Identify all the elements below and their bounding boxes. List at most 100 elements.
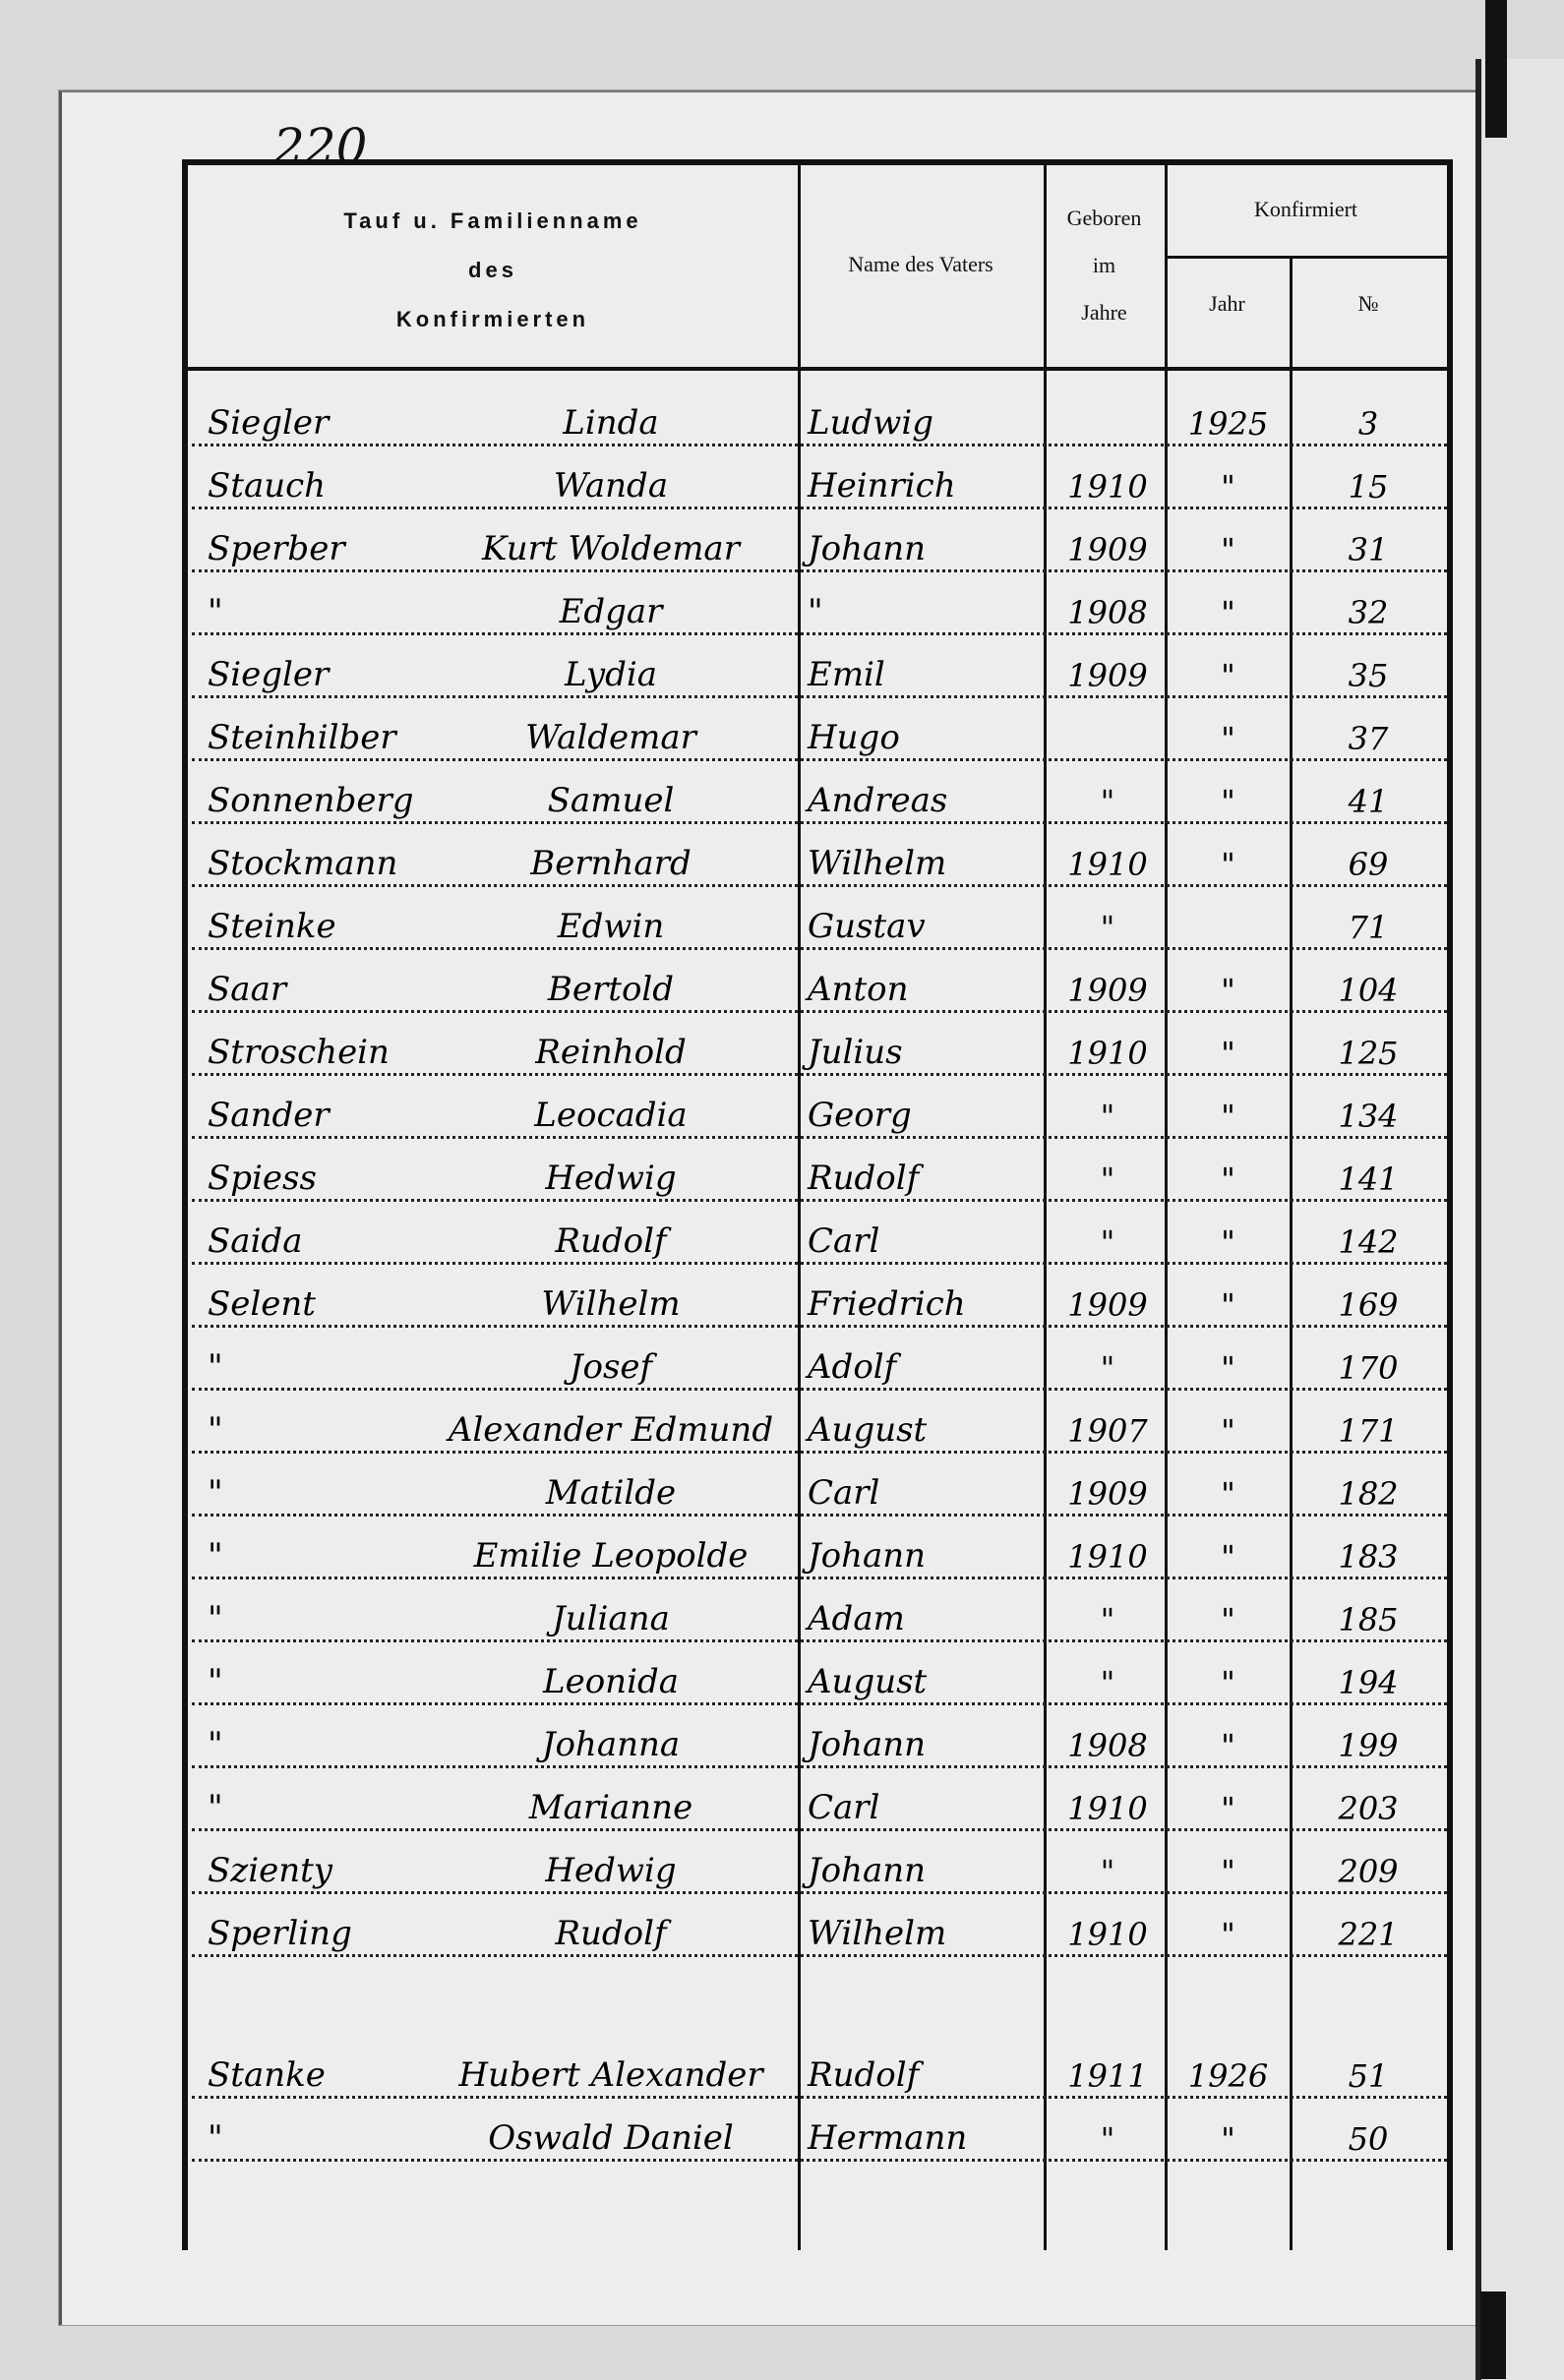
cell-born: 1909 xyxy=(1067,1286,1148,1324)
cell-conf-year: " xyxy=(1221,2120,1235,2158)
dotted-rule xyxy=(192,1954,1447,1957)
cell-no: 183 xyxy=(1338,1538,1399,1576)
scan-border xyxy=(1480,2291,1506,2379)
scan-border xyxy=(1485,0,1507,138)
cell-conf-year: " xyxy=(1221,1035,1235,1072)
dotted-rule xyxy=(192,758,1447,761)
header-text: des xyxy=(468,258,517,282)
dotted-rule xyxy=(192,1828,1447,1831)
cell-surname: " xyxy=(208,1536,223,1576)
cell-father: Carl xyxy=(808,1221,880,1261)
cell-born: 1908 xyxy=(1067,594,1148,631)
dotted-rule xyxy=(192,1891,1447,1894)
cell-father: Hugo xyxy=(808,718,900,757)
cell-born: 1910 xyxy=(1067,1538,1148,1576)
cell-conf-year: 1925 xyxy=(1187,405,1269,443)
header-text: Jahre xyxy=(1081,300,1127,325)
table-row: " Edgar " 1908 " 32 xyxy=(188,572,1447,635)
dotted-rule xyxy=(192,1765,1447,1768)
cell-born: " xyxy=(1100,1601,1115,1638)
cell-surname: " xyxy=(208,1410,223,1450)
table-row: Sander Leocadia Georg " " 134 xyxy=(188,1076,1447,1139)
cell-conf-year: 1926 xyxy=(1187,2057,1269,2095)
table-row: " Juliana Adam " " 185 xyxy=(188,1579,1447,1642)
cell-conf-year: " xyxy=(1221,972,1235,1009)
table-row: Steinke Edwin Gustav " 71 xyxy=(188,887,1447,950)
dotted-rule xyxy=(192,1514,1447,1517)
dotted-rule xyxy=(192,1325,1447,1328)
cell-father: Johann xyxy=(808,529,927,568)
table-row: " Josef Adolf " " 170 xyxy=(188,1328,1447,1391)
cell-conf-year: " xyxy=(1221,1538,1235,1576)
column-divider xyxy=(1044,165,1047,2250)
cell-conf-year: " xyxy=(1221,531,1235,568)
cell-no: 209 xyxy=(1338,1853,1399,1890)
cell-father: Georg xyxy=(808,1096,912,1135)
cell-born: " xyxy=(1100,1349,1115,1387)
cell-given: Samuel xyxy=(547,781,675,820)
table-row: Saida Rudolf Carl " " 142 xyxy=(188,1202,1447,1265)
cell-given: Reinhold xyxy=(535,1033,687,1072)
cell-born: " xyxy=(1100,783,1115,820)
cell-surname: " xyxy=(208,1725,223,1764)
cell-given: Bertold xyxy=(547,970,675,1009)
table-row: Sperling Rudolf Wilhelm 1910 " 221 xyxy=(188,1894,1447,1957)
cell-father: Hermann xyxy=(808,2118,968,2158)
cell-father: Wilhelm xyxy=(808,844,947,883)
dotted-rule xyxy=(192,569,1447,572)
cell-born: " xyxy=(1100,2120,1115,2158)
cell-given: Leonida xyxy=(543,1662,679,1701)
cell-born: 1910 xyxy=(1067,1790,1148,1827)
cell-born: 1909 xyxy=(1067,972,1148,1009)
cell-conf-year: " xyxy=(1221,1286,1235,1324)
table-row: " Oswald Daniel Hermann " " 50 xyxy=(188,2099,1447,2162)
cell-conf-year: " xyxy=(1221,1412,1235,1450)
cell-father: Wilhelm xyxy=(808,1914,947,1953)
cell-surname: Sperling xyxy=(208,1914,352,1953)
cell-father: Gustav xyxy=(808,907,926,946)
cell-no: 194 xyxy=(1338,1664,1399,1701)
column-divider xyxy=(1165,165,1168,2250)
dotted-rule xyxy=(192,1451,1447,1454)
cell-no: 51 xyxy=(1348,2057,1389,2095)
table-row: Sperber Kurt Woldemar Johann 1909 " 31 xyxy=(188,509,1447,572)
cell-father: Johann xyxy=(808,1536,927,1576)
table-row: " Matilde Carl 1909 " 182 xyxy=(188,1454,1447,1517)
cell-conf-year: " xyxy=(1221,1790,1235,1827)
table-row: Sonnenberg Samuel Andreas " " 41 xyxy=(188,761,1447,824)
dotted-rule xyxy=(192,1702,1447,1705)
dotted-rule xyxy=(192,632,1447,635)
cell-father: Carl xyxy=(808,1473,880,1513)
cell-no: 41 xyxy=(1348,783,1389,820)
cell-no: 125 xyxy=(1338,1035,1399,1072)
cell-surname: " xyxy=(208,2118,223,2158)
cell-given: Hubert Alexander xyxy=(458,2055,763,2095)
cell-given: Wilhelm xyxy=(541,1284,681,1324)
cell-no: 32 xyxy=(1348,594,1389,631)
cell-given: Edgar xyxy=(559,592,663,631)
cell-born: 1910 xyxy=(1067,1035,1148,1072)
cell-born: " xyxy=(1100,1664,1115,1701)
confirmation-register-table: Tauf u. Familienname des Konfirmierten N… xyxy=(182,159,1453,2250)
cell-given: Hedwig xyxy=(545,1851,677,1890)
cell-given: Oswald Daniel xyxy=(488,2118,734,2158)
cell-born: " xyxy=(1100,1853,1115,1890)
cell-given: Johanna xyxy=(541,1725,681,1764)
cell-no: 71 xyxy=(1348,909,1389,946)
page-number: 220 xyxy=(273,118,368,175)
cell-conf-year: " xyxy=(1221,1098,1235,1135)
cell-no: 15 xyxy=(1348,468,1389,506)
cell-surname: Szienty xyxy=(208,1851,332,1890)
header-confirmed-number: № xyxy=(1357,291,1379,316)
cell-no: 199 xyxy=(1338,1727,1399,1764)
cell-surname: Siegler xyxy=(208,403,330,443)
cell-conf-year: " xyxy=(1221,1727,1235,1764)
column-divider xyxy=(1290,256,1293,2250)
cell-given: Rudolf xyxy=(555,1221,667,1261)
cell-no: 69 xyxy=(1348,846,1389,883)
cell-no: 170 xyxy=(1338,1349,1399,1387)
cell-conf-year: " xyxy=(1221,1664,1235,1701)
cell-born: 1909 xyxy=(1067,657,1148,694)
cell-given: Matilde xyxy=(545,1473,677,1513)
cell-father: Ludwig xyxy=(808,403,933,443)
